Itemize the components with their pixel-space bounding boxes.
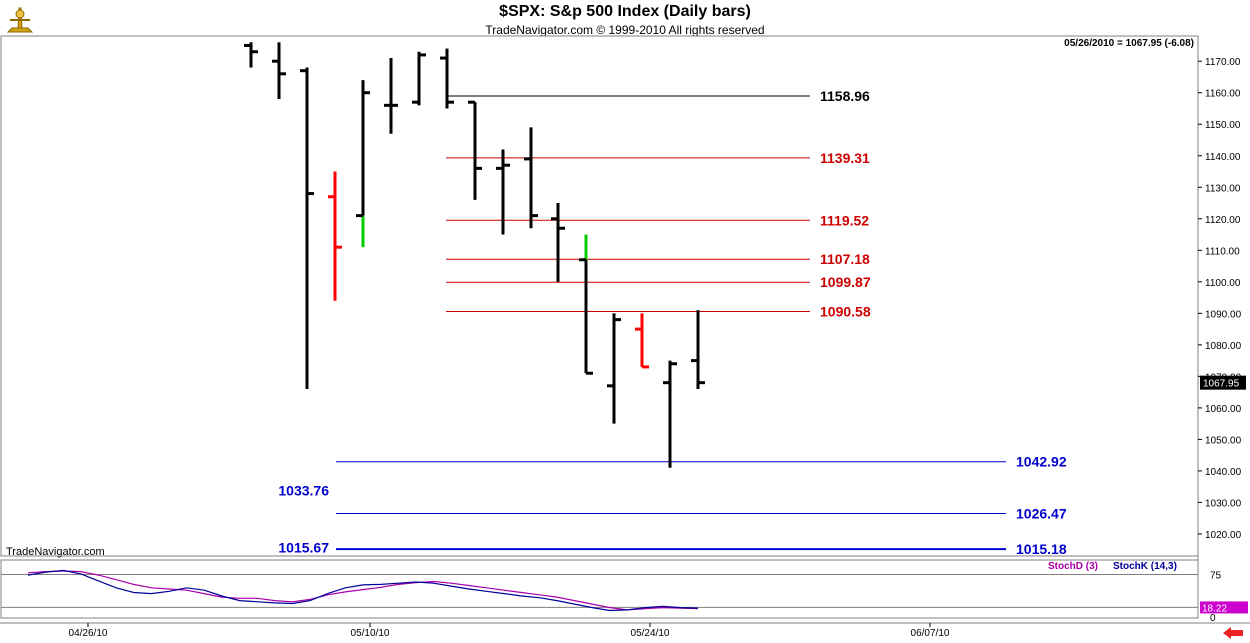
stoch-value-box: [1200, 601, 1248, 614]
x-tick-label: 06/07/10: [911, 628, 950, 639]
price-readout: 05/26/2010 = 1067.95 (-6.08): [1064, 38, 1194, 49]
chart-title: $SPX: S&p 500 Index (Daily bars): [499, 3, 751, 20]
price-tag-text: 1067.95: [1203, 379, 1240, 390]
resistance-label: 1158.96: [820, 88, 870, 104]
stoch-value-text: 18.22: [1202, 603, 1227, 614]
watermark: TradeNavigator.com: [6, 546, 105, 558]
y-tick-label: 1060.00: [1205, 404, 1242, 415]
x-tick-label: 04/26/10: [69, 628, 108, 639]
x-tick-label: 05/10/10: [351, 628, 390, 639]
scroll-left-arrow-icon[interactable]: [1222, 626, 1244, 640]
y-tick-label: 1140.00: [1205, 152, 1241, 163]
resistance-label: 1139.31: [820, 150, 870, 166]
price-tag-box: [1200, 375, 1246, 390]
y-tick-label: 1030.00: [1205, 498, 1242, 509]
stoch-level-label: 75: [1210, 571, 1222, 582]
resistance-label: 1099.87: [820, 274, 871, 290]
price-pane-frame: [0, 35, 1199, 557]
y-tick-label: 1100.00: [1205, 278, 1241, 289]
stochk-line: [27, 569, 699, 612]
stochd-line: [27, 570, 699, 611]
y-tick-label: 1080.00: [1205, 341, 1242, 352]
y-tick-label: 1150.00: [1205, 120, 1241, 131]
resistance-label: 1090.58: [820, 304, 871, 320]
y-tick-label: 1170.00: [1205, 57, 1241, 68]
stochk-label: StochK (14,3): [1113, 561, 1177, 572]
support-label: 1015.67: [278, 540, 329, 556]
support-label: 1015.18: [1016, 541, 1067, 557]
stochd-label: StochD (3): [1048, 561, 1098, 572]
x-tick-label: 05/24/10: [631, 628, 670, 639]
support-label: 1042.92: [1016, 454, 1067, 470]
y-tick-label: 1090.00: [1205, 309, 1242, 320]
y-tick-label: 1110.00: [1205, 246, 1240, 257]
support-label: 1026.47: [1016, 506, 1067, 522]
y-tick-label: 1040.00: [1205, 467, 1242, 478]
support-label: 1033.76: [278, 483, 329, 499]
y-tick-label: 1130.00: [1205, 183, 1241, 194]
y-tick-label: 1120.00: [1205, 215, 1241, 226]
chart-subtitle: TradeNavigator.com © 1999-2010 All right…: [485, 23, 765, 37]
resistance-label: 1107.18: [820, 251, 870, 267]
y-tick-label: 1160.00: [1205, 89, 1241, 100]
trade-navigator-logo: [4, 4, 36, 36]
stoch-zero-label: 0: [1210, 613, 1216, 624]
y-tick-label: 1020.00: [1205, 530, 1242, 541]
resistance-label: 1119.52: [820, 212, 869, 228]
y-tick-label: 1050.00: [1205, 435, 1242, 446]
